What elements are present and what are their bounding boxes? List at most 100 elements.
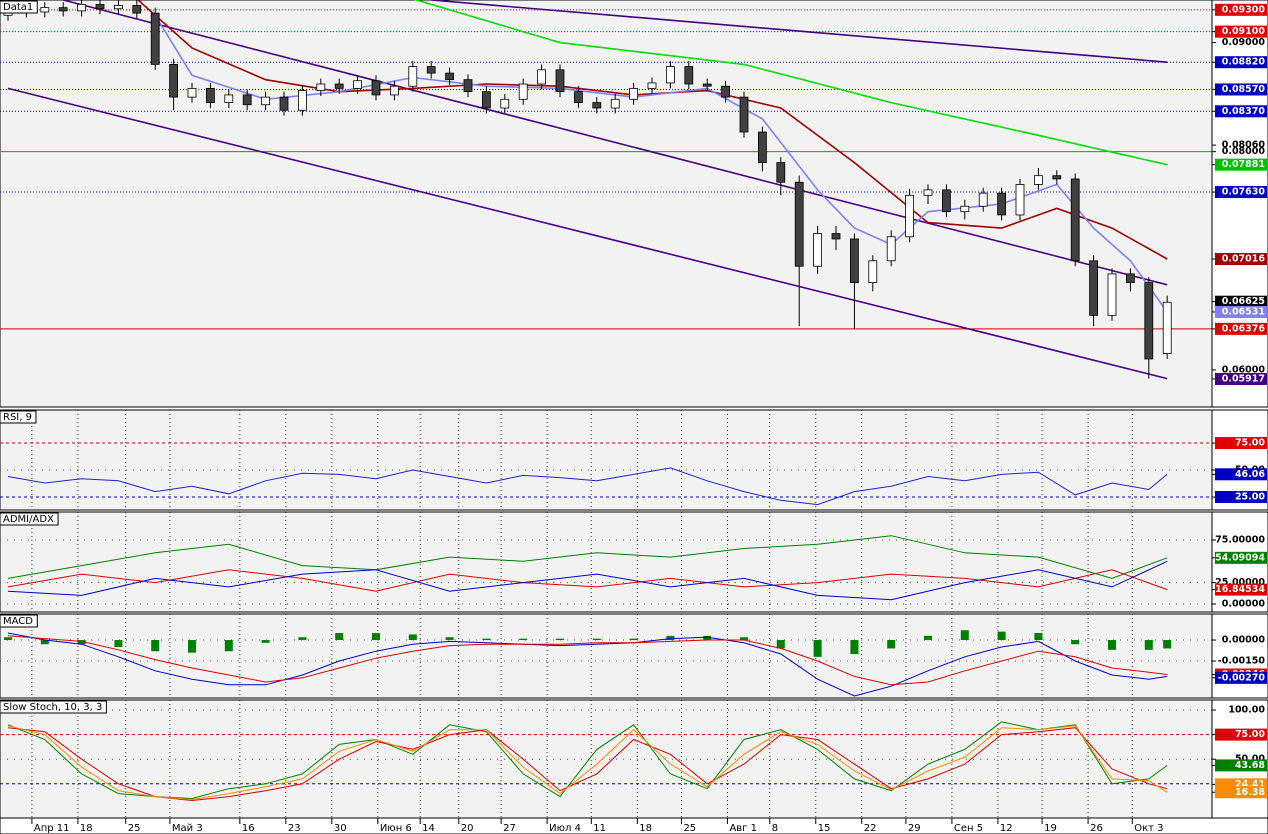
histogram-bar (482, 638, 491, 641)
x-tick-label: 23 (288, 823, 301, 834)
y-label-box (1215, 3, 1267, 16)
candle-body (831, 233, 841, 240)
candle-body (886, 236, 896, 262)
panel-title: MACD (3, 616, 33, 627)
x-tick-label: 25 (128, 823, 141, 834)
y-label-box (1215, 56, 1267, 69)
y-tick-label: 0.07630 (1222, 187, 1266, 198)
indicator-line (7, 635, 1168, 686)
x-tick-label: 8 (772, 823, 778, 834)
candle-body (610, 98, 620, 109)
y-tick-label: 0.09100 (1222, 26, 1266, 37)
x-tick-label: 22 (864, 823, 877, 834)
histogram-bar (1071, 640, 1080, 645)
candle-body (518, 83, 528, 100)
x-tick-label: 19 (1044, 823, 1057, 834)
x-tick-label: 16 (242, 823, 255, 834)
y-tick-label: 0.09000 (1222, 37, 1266, 48)
candle-body (445, 72, 455, 81)
candle-body (353, 80, 363, 89)
histogram-bar (997, 631, 1006, 641)
panel-title-box (0, 512, 59, 526)
candle-body (95, 3, 105, 10)
axis-background (1211, 699, 1268, 819)
y-tick-label: 0.08060 (1222, 140, 1266, 151)
y-tick-label: 0.08370 (1222, 106, 1266, 117)
panel-title: RSI, 9 (3, 412, 32, 423)
candle-body (1015, 184, 1025, 216)
y-label-box (1215, 551, 1267, 564)
x-tick-label: 26 (1090, 823, 1103, 834)
y-tick-label: 100.00 (1228, 705, 1265, 716)
y-tick-label: 43.68 (1235, 760, 1265, 771)
x-tick-label: 11 (593, 823, 606, 834)
x-tick-label: 29 (908, 823, 921, 834)
candle-body (702, 83, 712, 87)
candle-body (1144, 282, 1154, 360)
candle-body (960, 205, 970, 213)
histogram-bar (740, 637, 748, 641)
y-tick-label: 25.00 (1235, 492, 1265, 503)
y-tick-label: 54.09094 (1215, 552, 1265, 563)
x-tick-label: 14 (422, 823, 435, 834)
x-axis-background (0, 817, 1268, 834)
histogram-bar (1108, 640, 1116, 650)
histogram-bar (629, 638, 638, 641)
x-tick-label: Апр 11 (34, 823, 70, 834)
panel-background (0, 613, 1213, 699)
y-tick-label: 0.06000 (1222, 364, 1266, 375)
y-label-box (1215, 186, 1267, 199)
candle-body (408, 66, 418, 87)
x-tick-label: 12 (1000, 823, 1013, 834)
indicator-line (7, 467, 1168, 506)
y-label-box (1215, 158, 1267, 171)
y-label-box (1215, 372, 1267, 385)
y-tick-label: 0.08820 (1222, 57, 1266, 68)
candle-body (481, 91, 491, 109)
y-label-box (1215, 25, 1267, 38)
indicator-line (7, 632, 1168, 697)
candle-body (205, 87, 215, 103)
candle-body (997, 192, 1006, 216)
y-tick-label: 0.08570 (1222, 84, 1266, 95)
candle-body (334, 83, 344, 89)
candle-body (794, 181, 804, 267)
y-tick-label: 46.06 (1235, 469, 1265, 480)
histogram-bar (1034, 633, 1043, 641)
candle-body (574, 91, 583, 103)
histogram-bar (335, 633, 344, 641)
x-tick-label: Июл 4 (549, 823, 581, 834)
panel-title-box (0, 614, 38, 628)
candle-body (1126, 273, 1135, 284)
candle-body (371, 80, 381, 96)
candle-body (150, 12, 160, 65)
candle-body (114, 5, 123, 10)
overlay-line (63, 0, 1168, 286)
candle-body (187, 87, 197, 98)
y-tick-label: 0.00000 (1222, 635, 1266, 646)
y-label-box (1215, 468, 1267, 481)
x-tick-label: Июн 6 (380, 823, 412, 834)
y-label-box (1215, 491, 1267, 504)
y-tick-label: 0.06625 (1222, 296, 1265, 307)
x-tick-label: 18 (639, 823, 652, 834)
histogram-bar (114, 640, 123, 648)
indicator-line (7, 569, 1168, 592)
y-label-box (1215, 728, 1267, 741)
candle-body (261, 96, 271, 106)
x-tick-label: 27 (503, 823, 516, 834)
panel-title-box (0, 700, 107, 714)
candle-body (1070, 178, 1080, 262)
indicator-line (7, 725, 1168, 801)
candle-body (942, 189, 951, 213)
candle-body (905, 194, 914, 238)
y-tick-label: 16.84534 (1215, 584, 1265, 595)
candle-body (666, 66, 675, 84)
candle-body (389, 85, 399, 96)
histogram-bar (813, 640, 822, 657)
panel-title-box (0, 410, 37, 424)
candle-body (776, 162, 786, 183)
y-tick-label: 0.08000 (1222, 146, 1266, 157)
histogram-bar (298, 637, 307, 641)
candle-body (40, 7, 50, 13)
